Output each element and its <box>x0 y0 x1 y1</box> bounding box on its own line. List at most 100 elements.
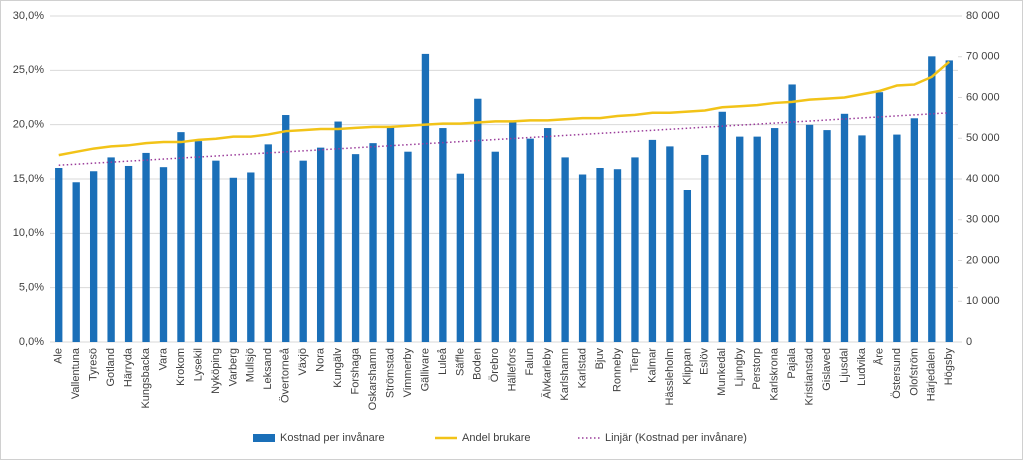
bar <box>631 157 639 342</box>
x-tick-label: Härjedalen <box>926 348 938 401</box>
bar <box>421 53 430 343</box>
bar <box>55 167 63 342</box>
x-tick-label: Hällefors <box>507 348 519 392</box>
bar <box>578 174 587 342</box>
bar <box>928 56 936 342</box>
bar <box>229 177 238 342</box>
y-tick-label: 30,0% <box>13 10 44 22</box>
y2-tick-label: 50 000 <box>966 132 1000 144</box>
legend-label: Andel brukare <box>462 432 531 444</box>
legend-swatch <box>253 434 275 442</box>
x-tick-label: Kungsbacka <box>140 347 152 408</box>
x-tick-label: Vallentuna <box>70 347 82 399</box>
x-tick-label: Kalmar <box>646 348 658 383</box>
x-tick-label: Oskarshamn <box>367 348 379 410</box>
bar <box>613 169 622 342</box>
bar <box>561 157 569 342</box>
bar <box>107 157 115 342</box>
bar <box>596 167 604 342</box>
y2-tick-label: 20 000 <box>966 254 1000 266</box>
bar <box>194 141 203 342</box>
x-tick-label: Strömstad <box>384 348 396 398</box>
bar <box>474 98 482 342</box>
x-tick-label: Karlshamn <box>559 348 571 401</box>
bar <box>945 60 953 342</box>
bar <box>770 128 779 342</box>
x-tick-label: Karlskrona <box>769 347 781 400</box>
bar <box>753 136 761 342</box>
bar <box>526 138 534 342</box>
x-tick-label: Mullsjö <box>245 348 257 382</box>
bar <box>142 152 150 342</box>
bar <box>299 160 307 342</box>
x-tick-label: Perstorp <box>751 348 763 390</box>
x-tick-label: Gällivare <box>419 348 431 391</box>
x-tick-label: Tyresö <box>88 348 100 381</box>
bar <box>718 111 726 342</box>
bar <box>666 146 674 342</box>
bar <box>491 151 499 342</box>
bar <box>316 147 325 342</box>
x-tick-label: Bjuv <box>594 348 606 370</box>
bar <box>701 154 709 342</box>
bar <box>840 113 849 342</box>
x-tick-label: Övertorneå <box>280 347 292 403</box>
bar <box>648 139 657 342</box>
y2-tick-label: 60 000 <box>966 91 1000 103</box>
bar <box>282 115 290 343</box>
x-tick-label: Gislaved <box>821 348 833 391</box>
bar <box>788 84 796 343</box>
x-tick-label: Östersund <box>891 348 903 399</box>
bar <box>124 165 133 342</box>
legend-label: Kostnad per invånare <box>280 432 385 444</box>
bar <box>805 124 814 343</box>
y2-tick-label: 80 000 <box>966 10 1000 22</box>
x-tick-label: Boden <box>472 348 484 380</box>
bar <box>509 121 517 342</box>
x-tick-label: Leksand <box>262 348 274 390</box>
y2-tick-label: 70 000 <box>966 51 1000 63</box>
bar <box>351 154 360 342</box>
x-tick-label: Lysekil <box>192 348 204 381</box>
x-tick-label: Munkedal <box>716 348 728 396</box>
x-tick-label: Hässleholm <box>664 348 676 405</box>
bar <box>456 173 465 342</box>
x-tick-label: Klippan <box>681 348 693 385</box>
x-tick-label: Vimmerby <box>402 348 414 398</box>
bar <box>89 171 98 342</box>
x-tick-label: Ludvika <box>856 347 868 386</box>
x-tick-label: Högsby <box>943 348 955 386</box>
x-tick-label: Falun <box>524 348 536 376</box>
x-tick-label: Nyköping <box>210 348 222 394</box>
bar <box>858 135 866 342</box>
bar <box>910 118 919 342</box>
y-tick-label: 25,0% <box>13 64 44 76</box>
x-tick-label: Härryda <box>122 347 134 387</box>
bar <box>543 128 552 342</box>
y2-tick-label: 10 000 <box>966 295 1000 307</box>
bar <box>404 151 412 342</box>
x-tick-label: Älvkarleby <box>542 348 554 399</box>
x-tick-label: Vara <box>157 347 169 370</box>
x-tick-label: Tierp <box>629 348 641 373</box>
bar <box>439 128 447 342</box>
x-tick-label: Kungälv <box>332 348 344 388</box>
y-tick-label: 0,0% <box>19 336 44 348</box>
bar <box>683 190 692 342</box>
x-tick-label: Luleå <box>437 347 449 375</box>
y-tick-label: 20,0% <box>13 119 44 131</box>
x-tick-label: Örebro <box>489 348 501 382</box>
x-tick-label: Kristianstad <box>803 348 815 405</box>
bar <box>823 130 831 342</box>
x-tick-label: Ljusdal <box>838 348 850 383</box>
bar <box>386 126 395 342</box>
x-tick-label: Ljungby <box>734 348 746 387</box>
bar <box>369 143 377 342</box>
bar <box>264 144 272 342</box>
x-tick-label: Gotland <box>105 348 117 387</box>
x-tick-label: Växjö <box>297 348 309 376</box>
y2-tick-label: 30 000 <box>966 214 1000 226</box>
y-tick-label: 10,0% <box>13 227 44 239</box>
bar <box>247 172 255 342</box>
